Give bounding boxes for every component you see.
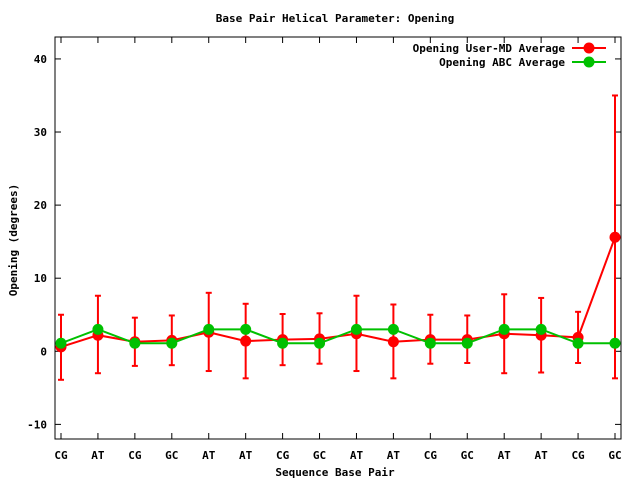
data-point [240, 335, 252, 347]
chart-title: Base Pair Helical Parameter: Opening [216, 12, 454, 25]
data-point [461, 337, 473, 349]
series-layer [55, 94, 621, 381]
x-tick-label: CG [424, 449, 438, 462]
y-tick-label: 40 [34, 53, 47, 66]
x-tick-label: GC [608, 449, 621, 462]
x-tick-label: CG [128, 449, 142, 462]
data-point [240, 323, 252, 335]
x-tick-label: AT [239, 449, 253, 462]
data-point [166, 337, 178, 349]
legend-label: Opening ABC Average [439, 56, 565, 69]
x-tick-label: AT [535, 449, 549, 462]
y-tick-label: 30 [34, 126, 47, 139]
data-point [609, 231, 621, 243]
x-tick-label: AT [387, 449, 401, 462]
x-axis-label: Sequence Base Pair [275, 466, 395, 479]
x-tick-label: GC [313, 449, 326, 462]
series-line [60, 236, 616, 348]
x-tick-label: AT [91, 449, 105, 462]
x-tick-label: GC [165, 449, 178, 462]
x-tick-label: AT [350, 449, 364, 462]
legend-label: Opening User-MD Average [413, 42, 566, 55]
series-2 [55, 323, 621, 349]
data-point [350, 323, 362, 335]
data-point [609, 337, 621, 349]
data-point [498, 323, 510, 335]
plot-frame [54, 36, 622, 440]
data-point [277, 337, 289, 349]
y-axis-label: Opening (degrees) [7, 184, 20, 297]
x-tick-label: AT [202, 449, 216, 462]
data-point [55, 337, 67, 349]
y-tick-label: -10 [27, 418, 47, 431]
x-tick-label: CG [54, 449, 68, 462]
series-line [60, 328, 615, 345]
x-tick-label: CG [276, 449, 290, 462]
data-point [387, 323, 399, 335]
x-tick-label: GC [461, 449, 474, 462]
data-point [572, 337, 584, 349]
data-point [387, 336, 399, 348]
x-tick-label: AT [498, 449, 512, 462]
data-point [203, 323, 215, 335]
y-tick-label: 10 [34, 272, 47, 285]
legend-marker [583, 56, 595, 68]
y-tick-label: 20 [34, 199, 47, 212]
data-point [92, 323, 104, 335]
data-point [129, 337, 141, 349]
data-point [535, 323, 547, 335]
x-tick-label: CG [571, 449, 585, 462]
axis-ticks: -10 0 10 20 30 40 CG AT CG GC AT AT CG GC AT AT CG GC AT AT… [27, 37, 622, 462]
legend-marker [583, 42, 595, 54]
data-point [424, 337, 436, 349]
y-tick-label: 0 [40, 345, 47, 358]
data-point [314, 337, 326, 349]
